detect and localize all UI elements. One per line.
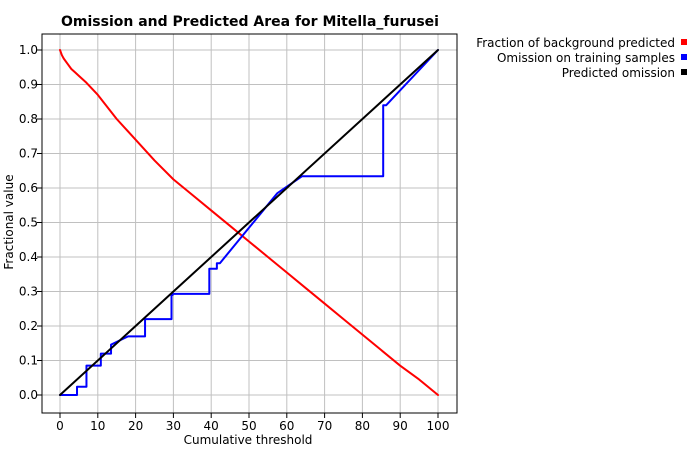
legend-swatch-2 bbox=[681, 69, 687, 75]
x-tick-label: 20 bbox=[128, 419, 143, 433]
legend-label-0: Fraction of background predicted bbox=[476, 36, 675, 50]
y-tick-label: 1.0 bbox=[19, 43, 38, 57]
y-tick-label: 0.0 bbox=[19, 388, 38, 402]
x-tick-label: 50 bbox=[241, 419, 256, 433]
x-tick-label: 10 bbox=[90, 419, 105, 433]
series-line-0 bbox=[59, 49, 439, 396]
legend: Fraction of background predictedOmission… bbox=[476, 36, 687, 80]
axis-ticks: 0 10 20 30 40 50 60 70 80 90 100 0.0 0.1 0.2 0.3 0.4 0.5… bbox=[19, 43, 450, 433]
chart-title: Omission and Predicted Area for Mitella_… bbox=[61, 14, 439, 30]
legend-swatch-1 bbox=[681, 54, 687, 60]
y-tick-label: 0.3 bbox=[19, 285, 38, 299]
x-tick-label: 60 bbox=[279, 419, 294, 433]
y-tick-label: 0.9 bbox=[19, 78, 38, 92]
y-tick-label: 0.2 bbox=[19, 319, 38, 333]
y-tick-label: 0.5 bbox=[19, 216, 38, 230]
series-lines bbox=[59, 49, 439, 396]
x-axis-label: Cumulative threshold bbox=[184, 433, 313, 447]
x-tick-label: 40 bbox=[204, 419, 219, 433]
x-tick-label: 80 bbox=[355, 419, 370, 433]
y-tick-label: 0.6 bbox=[19, 181, 38, 195]
x-tick-label: 70 bbox=[317, 419, 332, 433]
legend-label-1: Omission on training samples bbox=[497, 51, 675, 65]
x-tick-label: 0 bbox=[56, 419, 64, 433]
grid bbox=[42, 34, 457, 413]
x-tick-label: 100 bbox=[427, 419, 450, 433]
y-tick-label: 0.4 bbox=[19, 250, 38, 264]
series-line-1 bbox=[59, 49, 439, 396]
y-axis-label: Fractional value bbox=[2, 174, 16, 269]
y-tick-label: 0.7 bbox=[19, 147, 38, 161]
legend-swatch-0 bbox=[681, 39, 687, 45]
y-tick-label: 0.8 bbox=[19, 112, 38, 126]
y-tick-label: 0.1 bbox=[19, 354, 38, 368]
x-tick-label: 90 bbox=[393, 419, 408, 433]
series-line-2 bbox=[59, 49, 439, 396]
legend-label-2: Predicted omission bbox=[562, 66, 675, 80]
x-tick-label: 30 bbox=[166, 419, 181, 433]
